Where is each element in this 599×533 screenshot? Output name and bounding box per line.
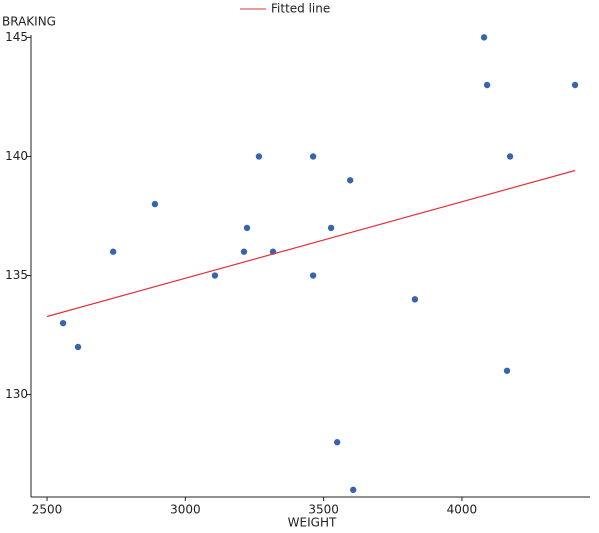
x-tick-label: 2500 [32,503,63,517]
x-axis-label: WEIGHT [288,516,337,530]
x-tick-label: 3000 [170,503,201,517]
point [59,319,67,327]
point [74,343,82,351]
point [503,367,511,374]
point [255,153,263,160]
point [243,224,251,232]
point [309,153,317,160]
point [151,200,159,208]
point [309,272,317,279]
point [350,486,357,494]
y-tick-label: 145 [5,30,28,44]
y-axis-label: BRAKING [2,15,56,29]
fitted-line [46,169,576,318]
x-tick-label: 4000 [447,503,478,517]
point [211,272,219,279]
point [109,248,117,255]
y-tick-label: 130 [5,387,28,401]
point [480,34,488,41]
x-tick-label: 3500 [308,503,339,517]
point [346,177,354,184]
point [506,153,514,160]
point [327,224,335,232]
point [240,248,248,255]
legend-label: Fitted line [271,2,330,16]
point [411,296,419,303]
point [571,81,579,89]
y-tick-label: 135 [5,268,28,282]
point [483,81,491,89]
point [333,439,341,446]
y-tick-label: 140 [5,149,28,163]
